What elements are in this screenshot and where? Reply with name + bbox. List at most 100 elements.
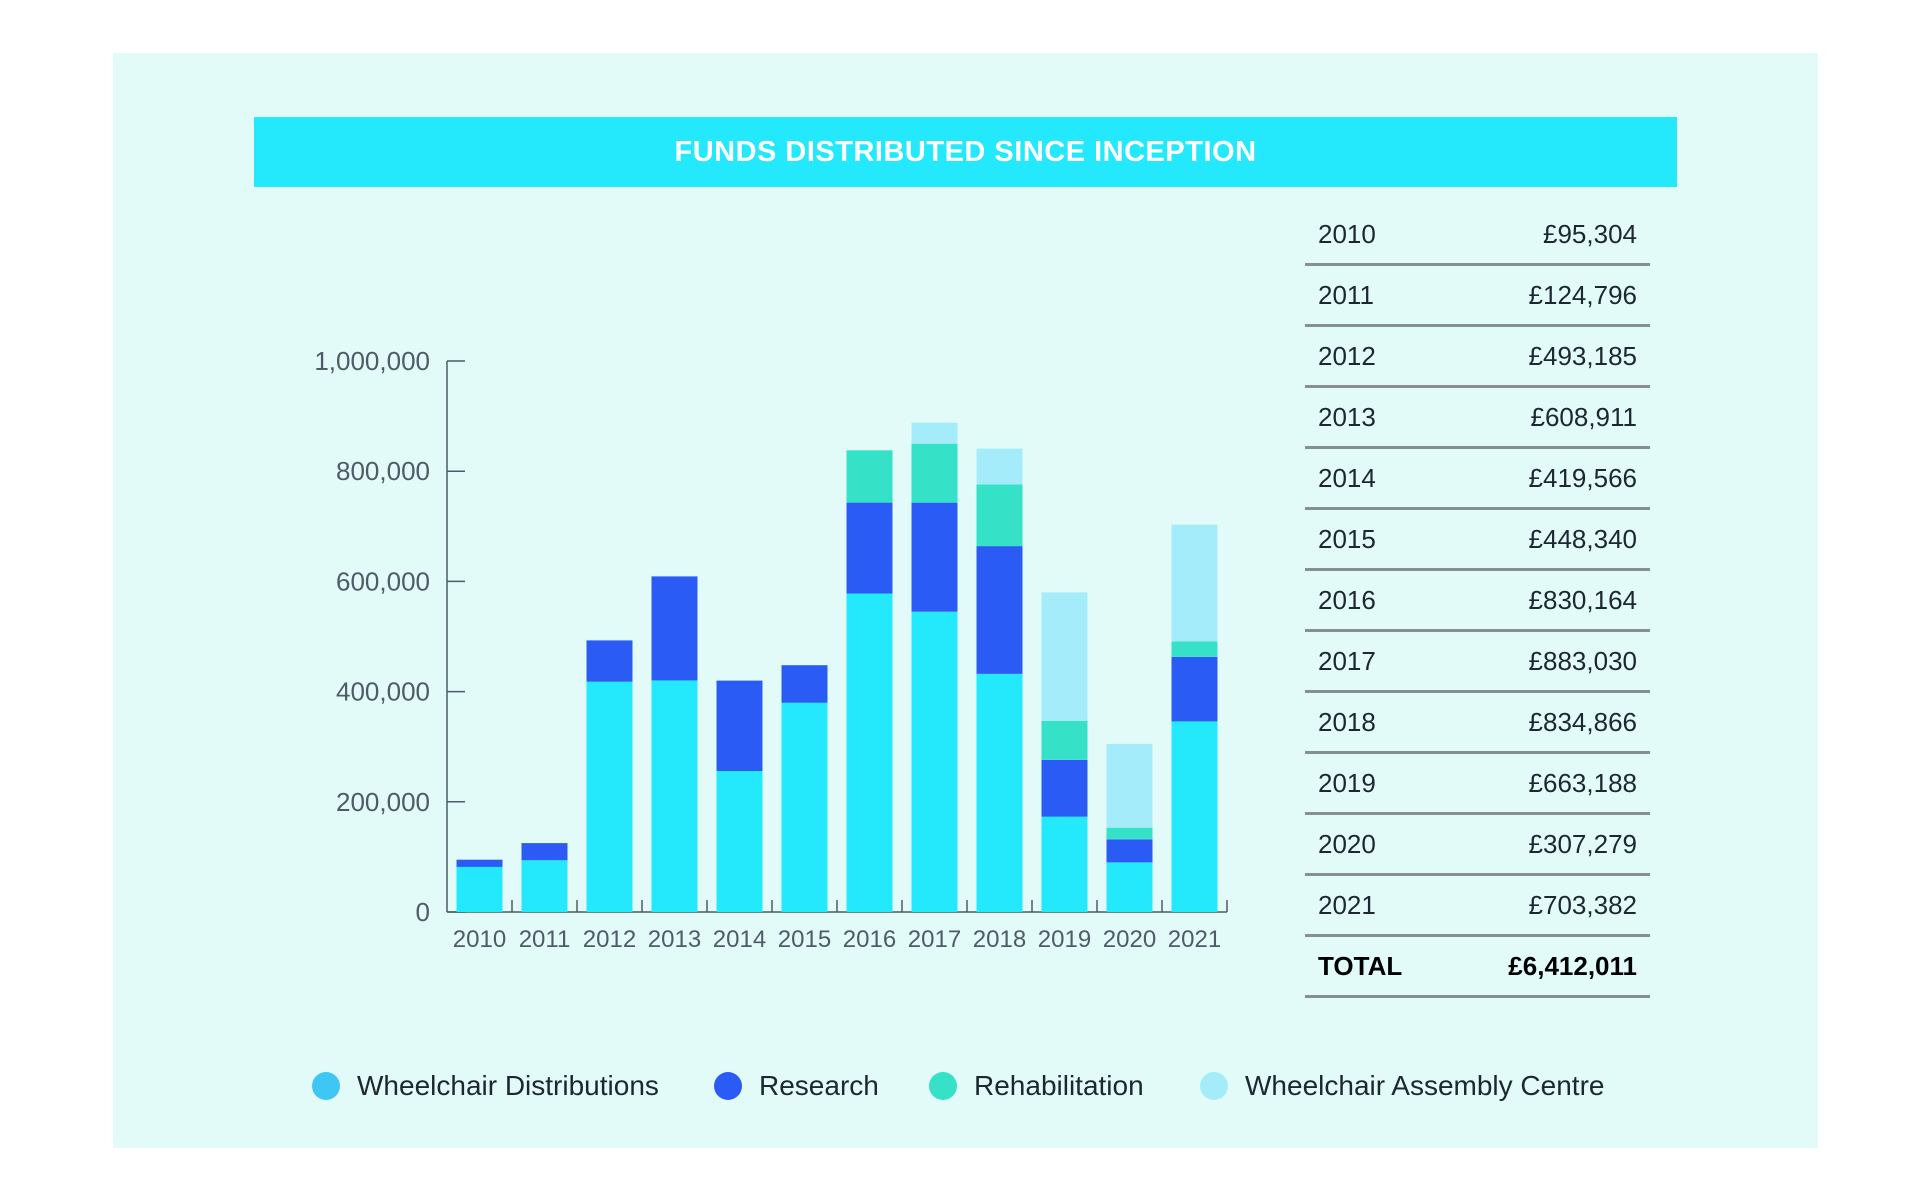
table-year: 2020 [1305, 813, 1449, 876]
x-tick-label: 2016 [843, 926, 896, 953]
table-amount: £419,566 [1448, 447, 1650, 510]
y-tick-label: 1,000,000 [314, 346, 430, 376]
bar-segment [911, 611, 958, 912]
table-amount: £830,164 [1448, 569, 1650, 632]
table-amount: £834,866 [1448, 691, 1650, 754]
legend-label: Rehabilitation [974, 1070, 1144, 1101]
legend-item: Research [714, 1070, 879, 1102]
legend-item: Rehabilitation [929, 1070, 1144, 1102]
y-tick-label: 800,000 [336, 456, 430, 486]
x-tick-label: 2019 [1038, 926, 1091, 953]
table-amount: £608,911 [1448, 386, 1650, 449]
bar-segment [1106, 862, 1153, 912]
y-tick-label: 0 [416, 897, 430, 927]
table-row: 2021 £703,382 [1305, 874, 1650, 937]
bar-segment [781, 665, 828, 703]
bar-segment [976, 674, 1023, 912]
table-year: 2021 [1305, 874, 1449, 937]
table-amount: £703,382 [1448, 874, 1650, 937]
bar-segment [1171, 721, 1218, 912]
table-year: 2014 [1305, 447, 1449, 510]
table-year: 2015 [1305, 508, 1449, 571]
table-year: 2019 [1305, 752, 1449, 815]
total-amount: £6,412,011 [1448, 935, 1650, 998]
bar-segment [651, 680, 698, 912]
bar-segment [1041, 816, 1088, 912]
chart-title: FUNDS DISTRIBUTED SINCE INCEPTION [674, 135, 1257, 168]
legend-item: Wheelchair Assembly Centre [1200, 1070, 1604, 1102]
bar-segment [1106, 827, 1153, 840]
legend-swatch [929, 1072, 957, 1100]
bar-segment [716, 770, 763, 912]
table-year: 2010 [1305, 205, 1449, 266]
bar-segment [846, 502, 893, 594]
bar-segment [586, 640, 633, 682]
table-year: 2016 [1305, 569, 1449, 632]
chart-legend: Wheelchair Distributions Research Rehabili… [0, 1070, 1920, 1110]
table-year: 2018 [1305, 691, 1449, 754]
table-row: 2019 £663,188 [1305, 752, 1650, 815]
x-tick-label: 2012 [583, 926, 636, 953]
bar-segment [1106, 839, 1153, 863]
x-tick-label: 2021 [1168, 926, 1221, 953]
table-row: 2016 £830,164 [1305, 569, 1650, 632]
legend-label: Wheelchair Distributions [357, 1070, 659, 1101]
bar-segment [1041, 592, 1088, 721]
x-tick-label: 2020 [1103, 926, 1156, 953]
table-year: 2013 [1305, 386, 1449, 449]
bar-segment [1171, 656, 1218, 722]
table-amount: £493,185 [1448, 325, 1650, 388]
y-tick-label: 200,000 [336, 787, 430, 817]
table-amount: £883,030 [1448, 630, 1650, 693]
bar-segment [1171, 641, 1218, 657]
y-tick-label: 600,000 [336, 566, 430, 596]
total-label: TOTAL [1305, 935, 1449, 998]
x-tick-label: 2017 [908, 926, 961, 953]
x-tick-label: 2010 [453, 926, 506, 953]
table-row: 2014 £419,566 [1305, 447, 1650, 510]
bar-segment [976, 546, 1023, 674]
table-amount: £307,279 [1448, 813, 1650, 876]
x-tick-label: 2011 [519, 926, 571, 953]
table-amount: £124,796 [1448, 264, 1650, 327]
bar-segment [976, 448, 1023, 485]
bar-segment [521, 860, 568, 912]
table-row: 2017 £883,030 [1305, 630, 1650, 693]
bar-segment [586, 681, 633, 912]
table-row: 2015 £448,340 [1305, 508, 1650, 571]
bar-segment [1041, 759, 1088, 817]
table-amount: £95,304 [1448, 205, 1650, 266]
table-row: 2020 £307,279 [1305, 813, 1650, 876]
table-amount: £663,188 [1448, 752, 1650, 815]
y-tick-label: 400,000 [336, 677, 430, 707]
bar-segment [911, 422, 958, 444]
title-banner: FUNDS DISTRIBUTED SINCE INCEPTION [254, 117, 1677, 187]
legend-swatch [312, 1072, 340, 1100]
bar-segment [716, 680, 763, 771]
bar-segment [781, 702, 828, 912]
bar-segment [846, 450, 893, 503]
table-row: 2011 £124,796 [1305, 264, 1650, 327]
x-tick-label: 2015 [778, 926, 831, 953]
funds-table: 2010 £95,304 2011 £124,796 2012 £493,185 2013 £… [1305, 205, 1650, 998]
legend-swatch [1200, 1072, 1228, 1100]
table-amount: £448,340 [1448, 508, 1650, 571]
table-year: 2012 [1305, 325, 1449, 388]
table-total-row: TOTAL £6,412,011 [1305, 935, 1650, 998]
x-tick-label: 2013 [648, 926, 701, 953]
bar-segment [1041, 720, 1088, 760]
table-year: 2011 [1305, 264, 1449, 327]
table-row: 2010 £95,304 [1305, 205, 1650, 266]
bar-segment [651, 576, 698, 681]
legend-item: Wheelchair Distributions [312, 1070, 659, 1102]
bar-segment [846, 593, 893, 912]
bar-segment [1106, 743, 1153, 828]
legend-label: Wheelchair Assembly Centre [1245, 1070, 1605, 1101]
legend-swatch [714, 1072, 742, 1100]
bar-segment [456, 866, 503, 912]
bar-segment [976, 484, 1023, 547]
bar-segment [911, 443, 958, 503]
legend-label: Research [759, 1070, 879, 1101]
bar-segment [1171, 524, 1218, 642]
